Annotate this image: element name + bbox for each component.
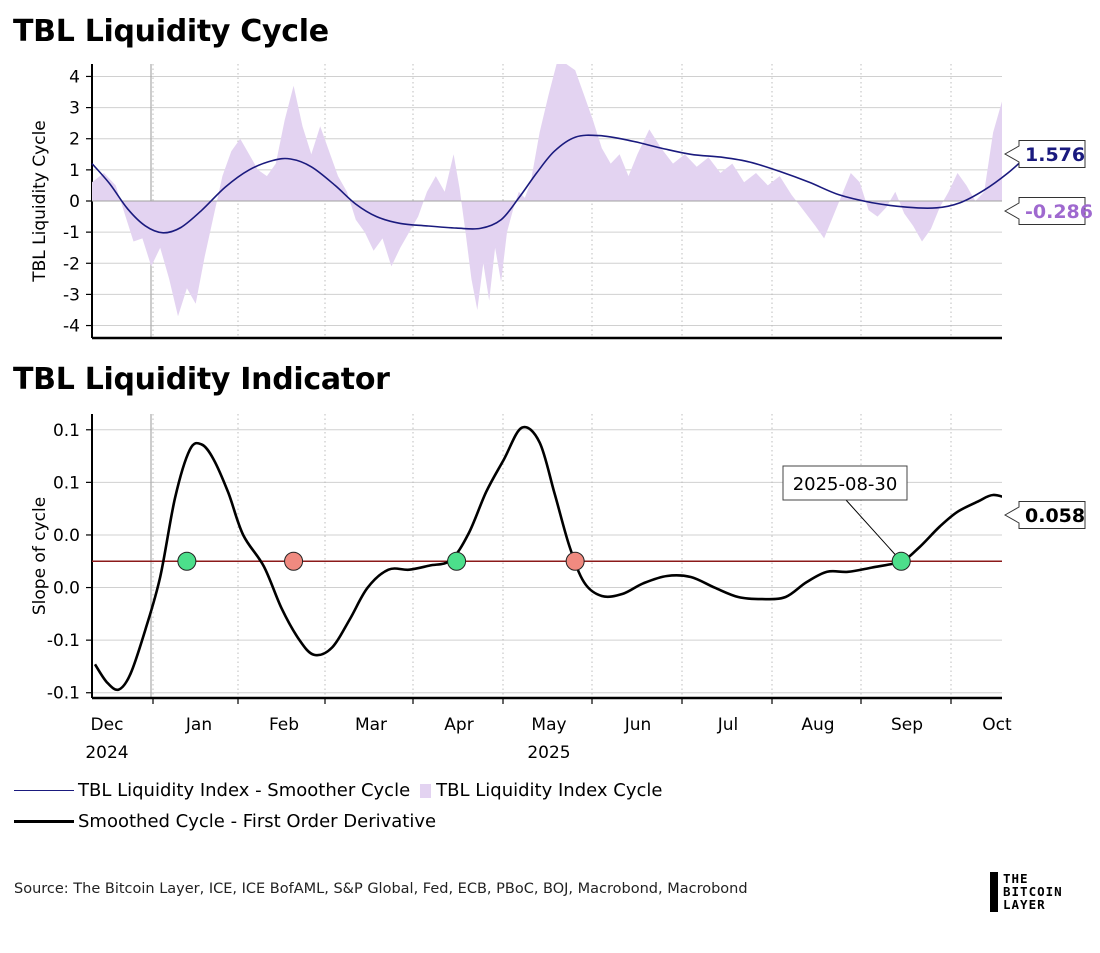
crossing-marker-bullish xyxy=(891,551,911,571)
annotation-pointer xyxy=(845,499,902,562)
cycle-ylabel: TBL Liquidity Cycle xyxy=(30,120,50,283)
slope-panel-grid: 0.1 0.1 0.0 0.0 -0.1 -0.1 Slope of cycle xyxy=(30,414,1002,704)
index-cycle-area xyxy=(92,64,1002,317)
cycle-ytick-label: -4 xyxy=(63,317,80,337)
legend-row-2: Smoothed Cycle - First Order Derivative xyxy=(14,811,436,832)
cycle-ytick-label: 0 xyxy=(69,192,80,212)
smoother-cycle-swatch xyxy=(14,790,74,791)
cycle-last-value-tag-text: -0.286 xyxy=(1025,201,1093,223)
month-label-may: May xyxy=(531,715,566,735)
year-label: 2024 xyxy=(85,743,128,760)
slope-ytick-label: 0.0 xyxy=(53,579,80,599)
derivative-legend-label: Smoothed Cycle - First Order Derivative xyxy=(78,811,437,832)
month-label-sep: Sep xyxy=(891,715,923,735)
month-label-jul: Jul xyxy=(717,715,739,735)
slope-ytick-label: -0.1 xyxy=(47,631,80,651)
cycle-ytick-label: -3 xyxy=(63,285,80,305)
cycle-ytick-label: -1 xyxy=(63,223,80,243)
month-label-apr: Apr xyxy=(444,715,473,735)
year-label: 2025 xyxy=(527,743,570,760)
smoother-last-value-tag-box xyxy=(1003,140,1086,168)
month-label-oct: Oct xyxy=(982,715,1012,735)
derivative-last-value-tag-box xyxy=(1003,501,1086,529)
logo-text: THE BITCOIN LAYER xyxy=(1003,871,1063,912)
crossing-marker-bearish xyxy=(284,551,304,571)
slope-ytick-label: 0.1 xyxy=(53,473,80,493)
legend-row-1: TBL Liquidity Index - Smoother Cycle TBL… xyxy=(14,780,662,801)
crossing-marker-bullish xyxy=(177,551,197,571)
cycle-ytick-label: -2 xyxy=(63,254,80,274)
charts-canvas: 4 3 2 1 0 -1 -2 -3 -4 TBL Liquidity Cycle 1.576 -0.… xyxy=(30,64,1093,760)
smoother-cycle-line xyxy=(91,134,1033,234)
slope-ytick-label: 0.1 xyxy=(53,421,80,441)
chart-title-liquidity-cycle: TBL Liquidity Cycle xyxy=(13,14,329,49)
cycle-ytick-label: 4 xyxy=(69,67,80,87)
cycle-last-value-tag-box xyxy=(1003,197,1086,225)
month-label-jun: Jun xyxy=(624,715,652,735)
month-label-mar: Mar xyxy=(355,715,387,735)
annotation-label: 2025-08-30 xyxy=(793,474,898,495)
chart-title-liquidity-indicator: TBL Liquidity Indicator xyxy=(13,362,390,397)
derivative-last-value-tag: 0.058 xyxy=(1003,501,1086,529)
cycle-ytick-label: 2 xyxy=(69,130,80,150)
source-note: Source: The Bitcoin Layer, ICE, ICE BofA… xyxy=(14,881,748,897)
smoother-last-value-tag: 1.576 xyxy=(1003,140,1086,168)
slope-ylabel: Slope of cycle xyxy=(30,497,50,615)
slope-ytick-label: 0.0 xyxy=(53,526,80,546)
slope-ytick-label: -0.1 xyxy=(47,684,80,704)
derivative-line xyxy=(93,425,1002,692)
month-label-jan: Jan xyxy=(185,715,212,735)
derivative-last-value-tag-text: 0.058 xyxy=(1025,505,1085,527)
bitcoin-layer-logo: THE BITCOIN LAYER xyxy=(990,872,1063,912)
cycle-ytick-label: 1 xyxy=(69,161,80,181)
smoother-cycle-legend-label: TBL Liquidity Index - Smoother Cycle xyxy=(78,780,411,801)
index-cycle-legend-label: TBL Liquidity Index Cycle xyxy=(436,780,663,801)
cycle-plot-area xyxy=(92,64,1002,317)
smoother-last-value-tag-text: 1.576 xyxy=(1025,144,1085,166)
index-cycle-swatch xyxy=(420,783,432,798)
crossing-marker-bullish xyxy=(447,551,467,571)
cycle-ytick-label: 3 xyxy=(69,99,80,119)
month-label-feb: Feb xyxy=(269,715,299,735)
logo-bar xyxy=(990,872,998,912)
crossing-marker-bearish xyxy=(565,551,585,571)
annotation-box xyxy=(782,465,908,501)
month-label-dec: Dec xyxy=(91,715,124,735)
month-label-aug: Aug xyxy=(801,715,834,735)
cycle-last-value-tag: -0.286 xyxy=(1003,197,1093,225)
derivative-swatch xyxy=(14,820,74,823)
